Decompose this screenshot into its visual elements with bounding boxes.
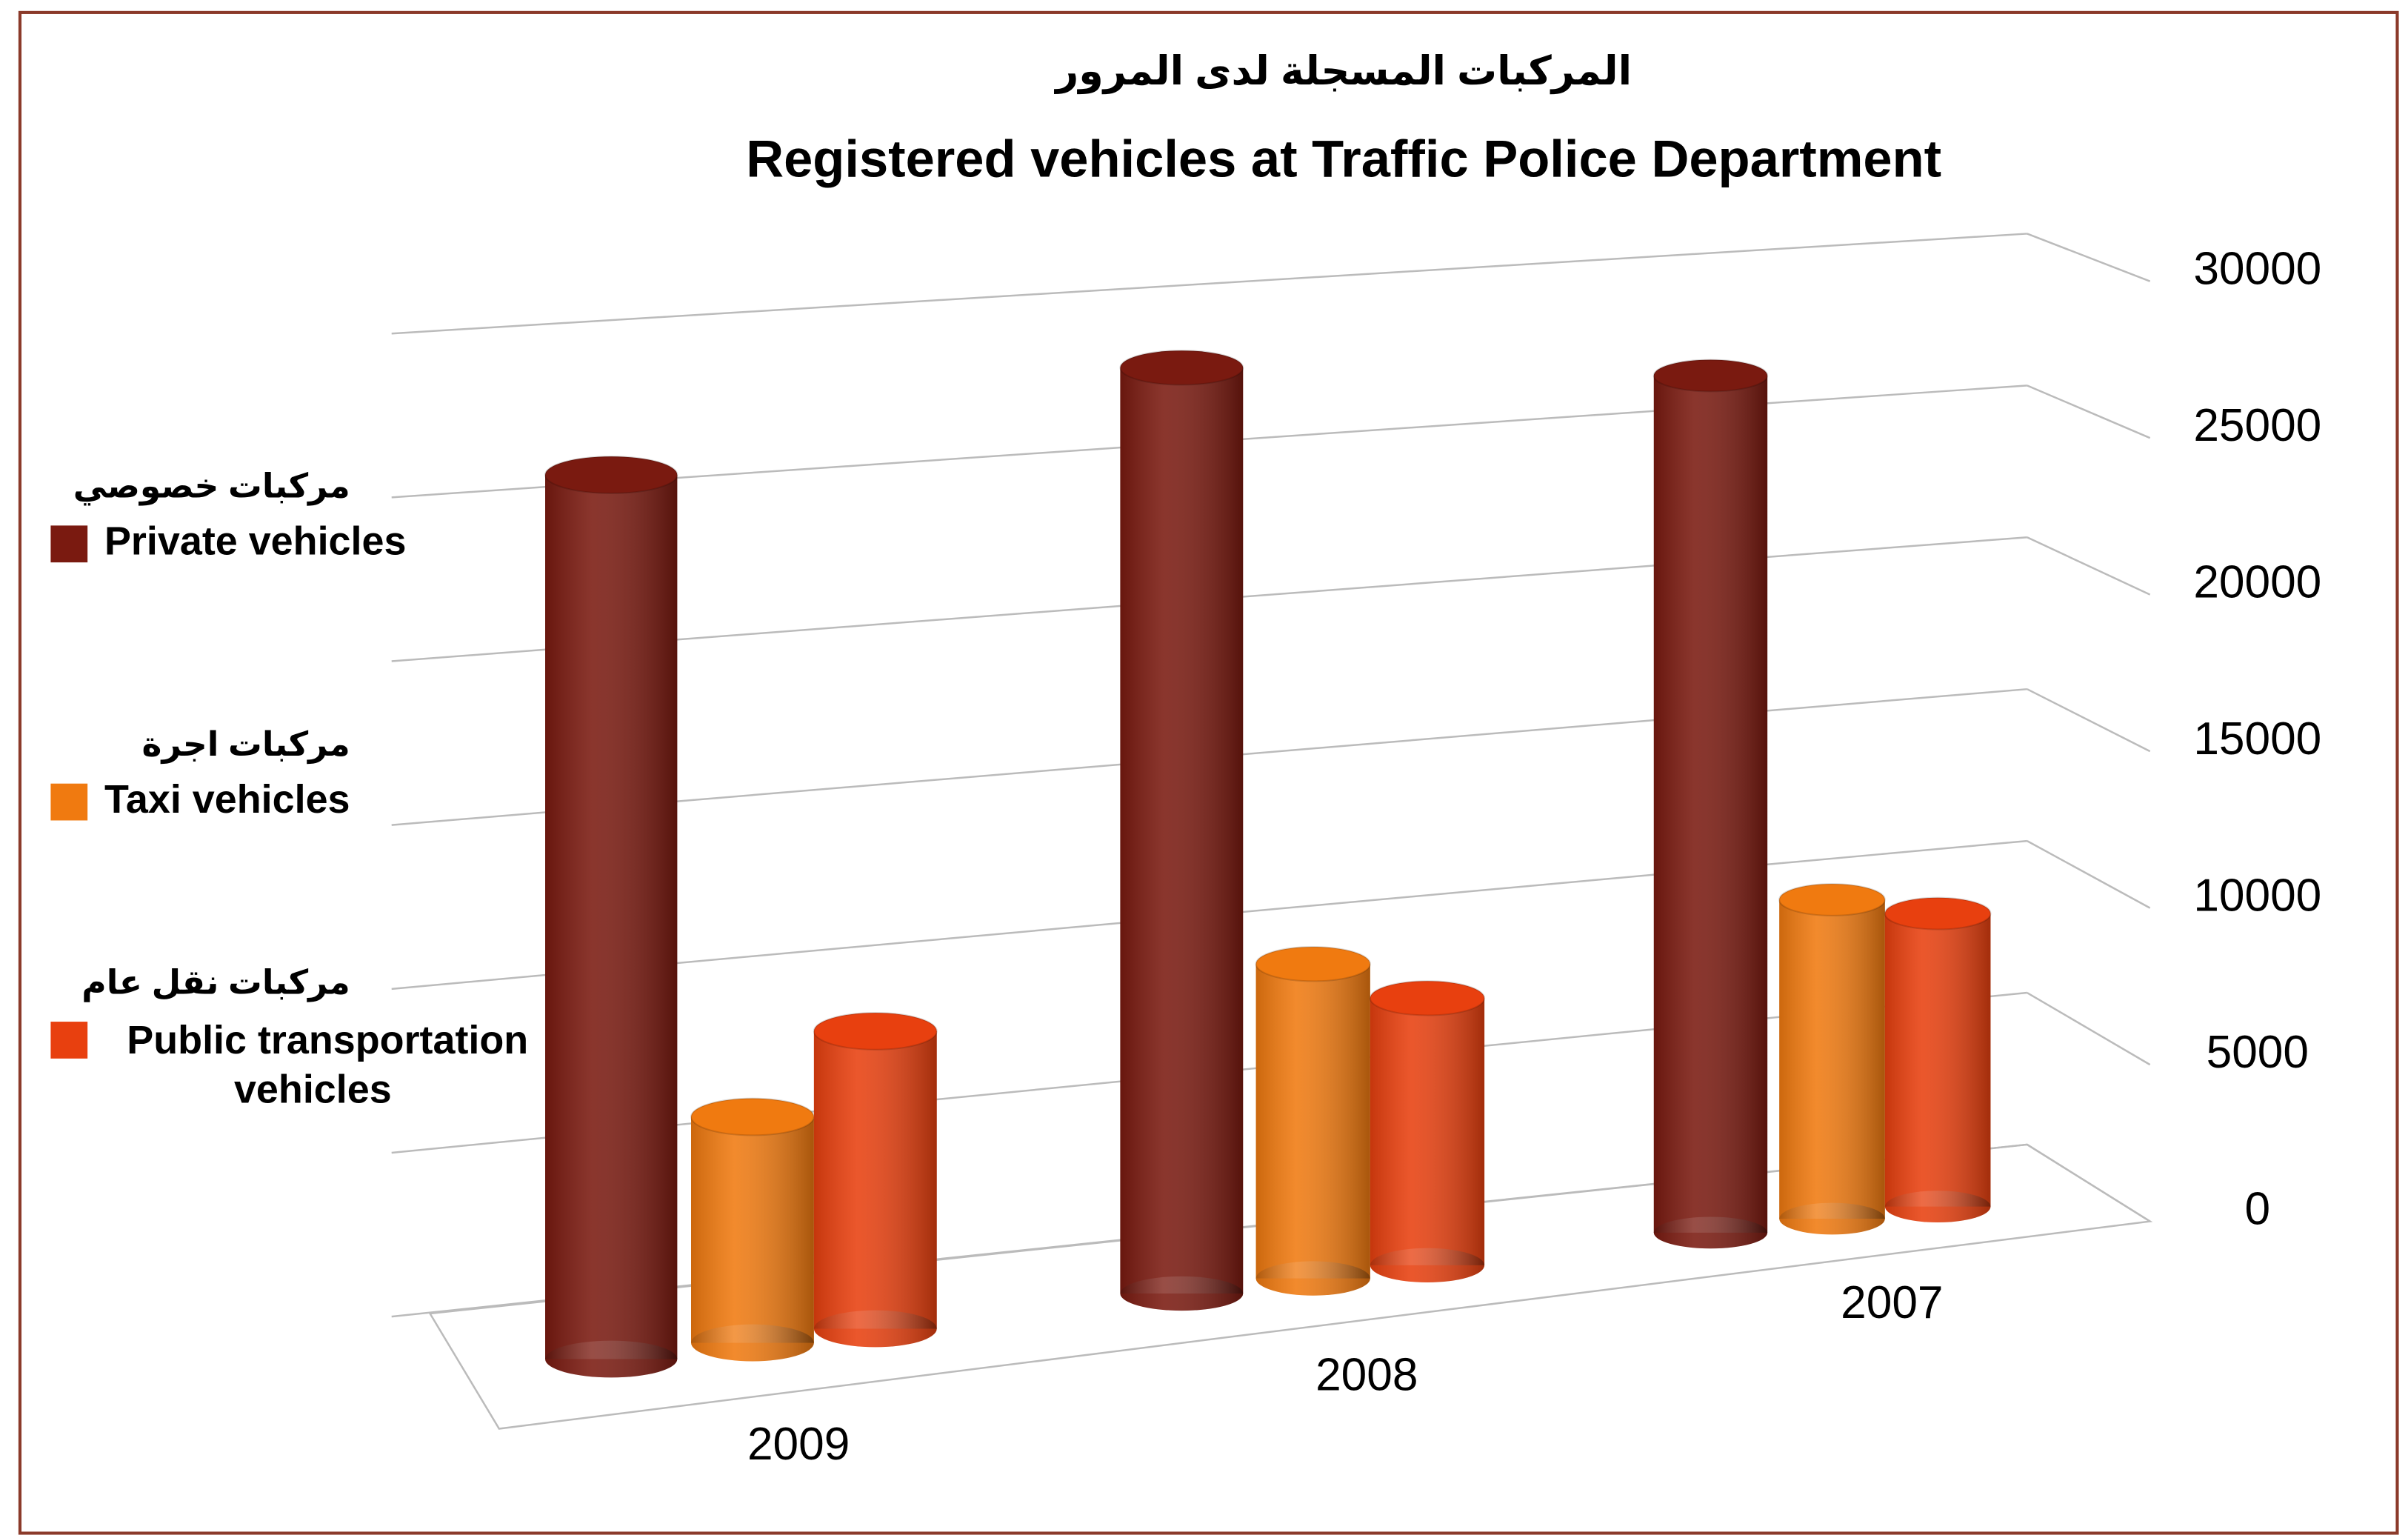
bar-shade-bottom <box>1779 1202 1885 1235</box>
y-tick-label: 10000 <box>2193 870 2321 922</box>
bar-shade <box>1653 375 1768 1233</box>
bar-top <box>1778 883 1886 916</box>
bar-shade-bottom <box>691 1324 814 1362</box>
bar-shade <box>691 1116 814 1343</box>
grid-line <box>2027 688 2151 753</box>
legend-label-ar: مركبات اجرة <box>142 725 350 764</box>
y-tick-label: 30000 <box>2193 244 2321 295</box>
bar-top <box>1255 946 1371 982</box>
y-tick-label: 15000 <box>2193 713 2321 765</box>
bar-shade-bottom <box>1120 1276 1244 1311</box>
grid-line <box>2027 233 2151 282</box>
bar-shade <box>1884 913 1991 1207</box>
legend-label: Public transportation vehicles <box>127 1018 528 1111</box>
bar-top <box>690 1097 815 1136</box>
grid-line <box>2027 840 2151 909</box>
legend-swatch <box>50 1022 88 1059</box>
y-tick-label: 5000 <box>2207 1027 2309 1078</box>
grid-line <box>2027 384 2151 439</box>
bar-shade <box>1255 964 1370 1279</box>
legend-swatch <box>50 525 88 563</box>
bar-shade-bottom <box>1370 1248 1485 1282</box>
bar-top <box>1884 896 1992 931</box>
chart-title-ar: المركبات المسجلة لدى المرور <box>1053 49 1632 94</box>
legend-label: Taxi vehicles <box>104 777 350 822</box>
y-tick-label: 25000 <box>2193 400 2321 451</box>
bar-shade <box>1779 899 1885 1219</box>
legend-label-ar: مركبات نقل عام <box>81 963 350 1002</box>
bar-top <box>1119 350 1244 386</box>
bar-shade-bottom <box>1255 1261 1370 1296</box>
legend-label-ar: مركبات خصوصي <box>73 467 350 506</box>
grid-line <box>2027 991 2151 1066</box>
bar-shade-bottom <box>1653 1216 1768 1249</box>
bar-shade <box>1120 367 1244 1294</box>
bar-shade <box>1370 998 1485 1265</box>
bar-top <box>1652 359 1769 393</box>
bar-shade <box>813 1031 937 1329</box>
bar-top <box>813 1012 938 1051</box>
legend: مركبات خصوصي Private vehicles مركبات اجرة T… <box>50 467 528 1112</box>
bars: 2009 2008 2007 <box>544 350 1992 1470</box>
bar-top <box>1369 980 1486 1016</box>
chart-title: Registered vehicles at Traffic Police De… <box>746 130 1941 188</box>
bar-shade-bottom <box>813 1310 937 1348</box>
x-tick-label: 2008 <box>1315 1350 1418 1401</box>
y-tick-label: 20000 <box>2193 557 2321 608</box>
legend-label: Private vehicles <box>104 519 406 563</box>
bar-shade-bottom <box>1884 1191 1991 1223</box>
legend-swatch <box>50 783 88 821</box>
x-tick-label: 2007 <box>1841 1277 1943 1328</box>
y-tick-label: 0 <box>2245 1184 2271 1235</box>
grid-line <box>391 233 2027 335</box>
x-tick-label: 2009 <box>747 1419 850 1470</box>
bar-shade-bottom <box>545 1340 678 1378</box>
bar-shade <box>545 474 678 1359</box>
bar-top <box>544 456 678 494</box>
grid-line <box>2027 536 2151 596</box>
grid-line <box>2027 1143 2151 1222</box>
